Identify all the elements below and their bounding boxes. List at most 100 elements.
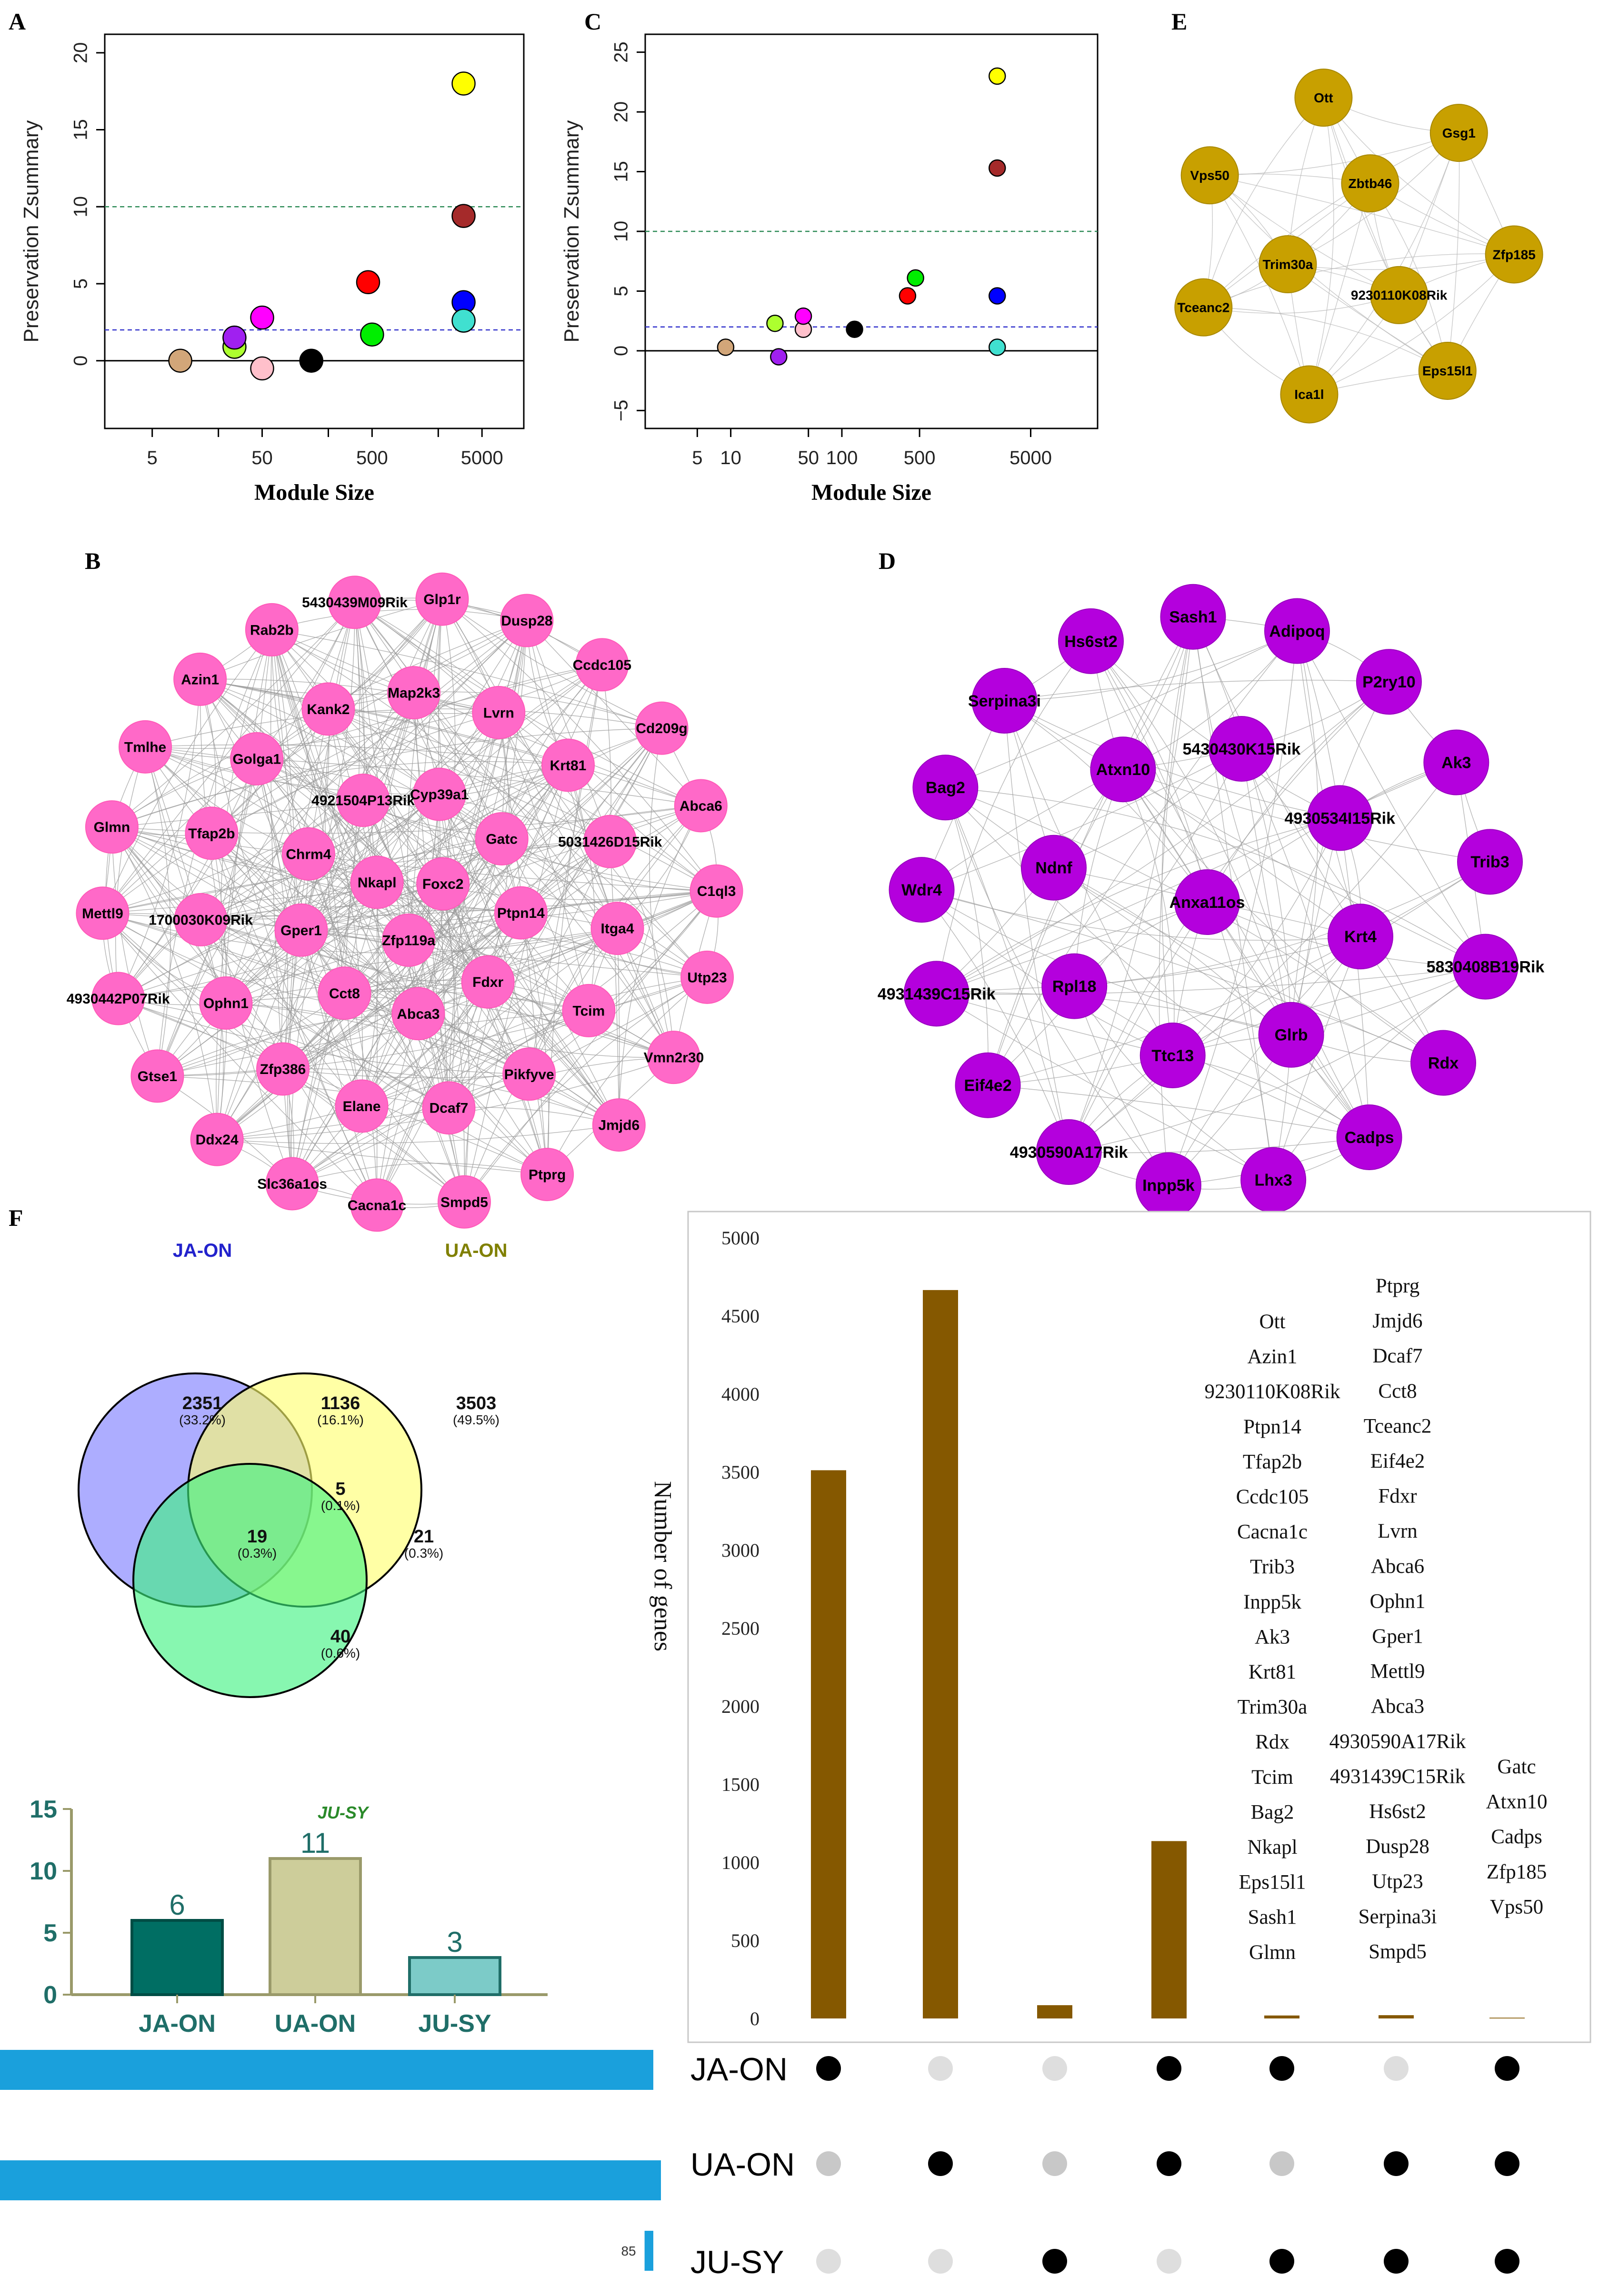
network-edge [200, 679, 293, 1184]
x-tick-label: 5 [692, 447, 702, 468]
gene-label: Smpd5 [1369, 1940, 1427, 1963]
network-edge [520, 913, 550, 1175]
network-node [912, 755, 979, 821]
panel-letter-d: D [879, 547, 896, 574]
network-edge [1159, 616, 1194, 1185]
network-edge [328, 708, 717, 892]
network-edge [256, 758, 620, 1125]
network-node [1258, 1002, 1324, 1068]
network-edge [619, 805, 701, 1125]
node-label: Fdxr [472, 974, 503, 990]
network-edge [361, 1010, 589, 1107]
network-edge [216, 758, 257, 1140]
module-point-turquoise [988, 338, 1006, 356]
y-tick-label: 10 [30, 1858, 57, 1885]
network-edge [1069, 818, 1340, 1153]
y-tick-label: 10 [70, 196, 91, 218]
network-node [256, 1042, 310, 1096]
network-edge [361, 928, 618, 1106]
node-label: Ptpn14 [497, 905, 545, 921]
network-edge [498, 712, 590, 1011]
network-edge [649, 728, 674, 1058]
network-edge [610, 841, 674, 1058]
node-label: Utp23 [687, 970, 727, 985]
network-node [174, 893, 228, 946]
y-tick-label: 0 [70, 356, 91, 366]
network-edge [363, 800, 620, 1125]
node-label: Anxa11os [1169, 894, 1245, 912]
node-label: Cadps [1345, 1129, 1394, 1147]
network-edge [328, 708, 489, 982]
node-label: Abca6 [680, 798, 722, 814]
network-node [1336, 1104, 1402, 1170]
network-edge [1069, 966, 1486, 1153]
network-edge [1090, 641, 1340, 819]
network-node [391, 987, 445, 1041]
y-tick-label: 0 [750, 2008, 760, 2029]
network-nodes: 5430439M09Rik Glp1r Dusp28 Ccdc105 Cd209g Abc… [67, 572, 743, 1232]
node-label: Inpp5k [1142, 1176, 1195, 1194]
venn-circle-ju-sy [132, 1463, 368, 1698]
network-edge [376, 882, 378, 1205]
network-edge [157, 993, 345, 1077]
y-tick-label: 15 [611, 161, 632, 182]
module-point-black [846, 320, 863, 338]
node-label: Ak3 [1441, 754, 1471, 772]
network-edge [442, 884, 455, 1108]
network-edge [301, 930, 548, 1175]
network-edge [418, 728, 662, 1014]
intersection-bar [923, 1290, 958, 2018]
gene-label: Krt81 [1249, 1661, 1296, 1683]
bar-chart-title: JU-SY [318, 1803, 370, 1822]
network-edge [256, 758, 589, 1011]
network-node [274, 903, 328, 957]
network-edge [449, 1057, 674, 1108]
membership-dot-filled [1495, 2249, 1519, 2274]
panel-a-chart: 5 50 500 5000 0 5 10 15 20 Preservation Zsummary M… [20, 33, 525, 505]
gene-label: 9230110K08Rik [1204, 1381, 1340, 1403]
network-edge [1309, 98, 1334, 395]
gene-label: Zfp185 [1487, 1861, 1547, 1883]
network-node [1327, 904, 1393, 970]
node-label: Zbtb46 [1349, 176, 1392, 191]
network-edge [271, 629, 345, 994]
panel-e-network: Ott Gsg1 Zfp185 Eps15l1 Ica1l Tceanc2 Vps50 Zbt… [1174, 69, 1543, 424]
venn-diagram: JA-ON UA-ON 2351(33.2%) 1136(16.1%) 3503(49.… [78, 1240, 508, 1698]
membership-dot-empty [816, 2151, 841, 2176]
node-label: Rab2b [250, 622, 294, 638]
gene-label: Atxn10 [1486, 1791, 1548, 1813]
node-label: Slc36a1os [257, 1176, 327, 1192]
gene-label: Trim30a [1238, 1696, 1308, 1719]
network-node [592, 1098, 646, 1152]
node-label: Gtse1 [138, 1069, 177, 1084]
network-edge [301, 930, 620, 1125]
network-node [647, 1031, 700, 1084]
network-edge [301, 910, 618, 931]
membership-dot-empty [1269, 2151, 1294, 2176]
network-edge [271, 629, 302, 930]
network-edge [945, 787, 1069, 1153]
node-label: 5430439M09Rik [302, 595, 408, 611]
membership-dot-empty [1384, 2056, 1409, 2081]
gene-label: Ak3 [1255, 1626, 1290, 1648]
network-node [502, 1047, 556, 1101]
gene-label: Ptprg [1376, 1275, 1419, 1297]
network-edge [111, 761, 569, 827]
y-tick-label: 5 [70, 278, 91, 289]
network-node [422, 1081, 476, 1135]
gene-label: 4930590A17Rik [1329, 1730, 1466, 1753]
x-tick-label: JA-ON [139, 2010, 216, 2038]
node-label: Atxn10 [1096, 761, 1150, 779]
network-edge [256, 758, 450, 1108]
network-edge [200, 805, 701, 920]
network-node [955, 1052, 1021, 1118]
node-label: Dusp28 [501, 613, 552, 629]
network-edge [271, 629, 502, 839]
network-edge [988, 748, 1242, 1086]
network-node [562, 984, 616, 1037]
network-edge [291, 993, 345, 1184]
node-label: P2ry10 [1362, 673, 1416, 691]
network-edge [157, 1075, 449, 1108]
node-label: Rdx [1428, 1054, 1459, 1072]
network-edge [1074, 985, 1369, 1138]
